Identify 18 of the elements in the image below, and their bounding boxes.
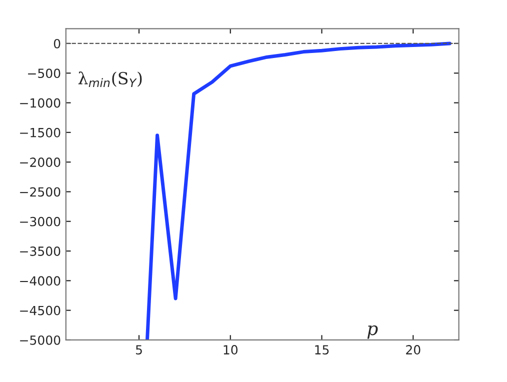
y-tick-label: −3500 bbox=[20, 246, 60, 256]
y-tick-label: −5000 bbox=[20, 335, 60, 345]
x-tick-label: 5 bbox=[136, 345, 142, 355]
y-tick-label: −2000 bbox=[20, 158, 60, 168]
y-tick-label: −1500 bbox=[20, 128, 60, 138]
y-tick-label: −1000 bbox=[20, 98, 60, 108]
y-tick-label: −2500 bbox=[20, 187, 60, 197]
y-tick-label: −4000 bbox=[20, 276, 60, 286]
y-tick-label: −4500 bbox=[20, 306, 60, 316]
x-tick-label: 10 bbox=[224, 345, 238, 355]
y-tick-label: −500 bbox=[28, 68, 60, 78]
x-tick-label: 15 bbox=[315, 345, 329, 355]
x-tick-label: 20 bbox=[406, 345, 420, 355]
y-axis-title: λ$_{min}$(S$_{Y}$) bbox=[78, 72, 142, 87]
y-tick-label: 0 bbox=[54, 38, 60, 48]
x-axis-title: p bbox=[367, 325, 378, 339]
y-tick-label: −3000 bbox=[20, 216, 60, 226]
line-series bbox=[146, 42, 452, 340]
